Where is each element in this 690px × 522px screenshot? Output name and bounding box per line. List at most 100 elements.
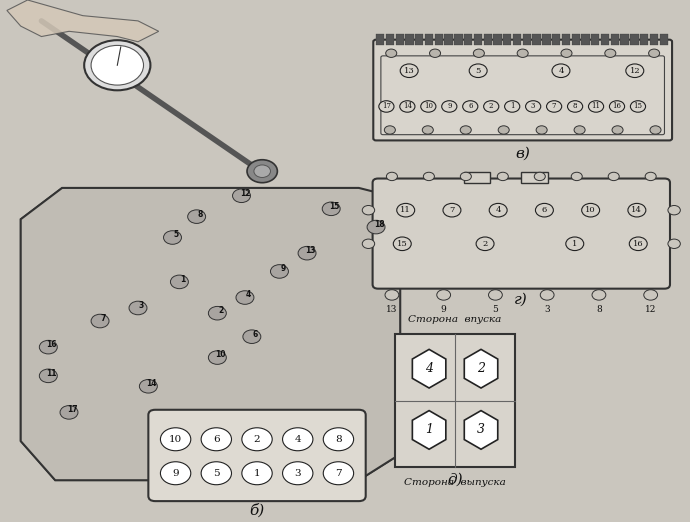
Circle shape xyxy=(91,45,144,85)
Text: 16: 16 xyxy=(613,102,622,111)
Circle shape xyxy=(489,290,502,300)
Text: 6: 6 xyxy=(468,102,473,111)
Bar xyxy=(513,34,521,45)
Circle shape xyxy=(460,126,471,134)
Circle shape xyxy=(650,126,661,134)
Circle shape xyxy=(552,64,570,78)
Circle shape xyxy=(243,330,261,343)
Polygon shape xyxy=(359,198,400,480)
Bar xyxy=(562,34,570,45)
Bar xyxy=(435,34,443,45)
Text: 3: 3 xyxy=(544,305,550,314)
Bar xyxy=(591,34,600,45)
Text: д): д) xyxy=(447,472,462,486)
Circle shape xyxy=(386,172,397,181)
Text: 16: 16 xyxy=(633,240,644,248)
Bar xyxy=(474,34,482,45)
Circle shape xyxy=(385,290,399,300)
Bar xyxy=(464,172,490,183)
Text: 18: 18 xyxy=(374,220,385,229)
Text: 15: 15 xyxy=(633,102,642,111)
Text: 14: 14 xyxy=(403,102,412,111)
Circle shape xyxy=(208,351,226,364)
FancyBboxPatch shape xyxy=(373,40,672,140)
Text: 1: 1 xyxy=(425,423,433,436)
Circle shape xyxy=(498,126,509,134)
Bar xyxy=(620,34,629,45)
FancyBboxPatch shape xyxy=(373,179,670,289)
Bar xyxy=(386,34,394,45)
Text: 3: 3 xyxy=(477,423,485,436)
Circle shape xyxy=(463,101,478,112)
Circle shape xyxy=(628,204,646,217)
Polygon shape xyxy=(464,349,497,388)
Circle shape xyxy=(605,49,616,57)
Bar xyxy=(523,34,531,45)
Circle shape xyxy=(39,340,57,354)
Circle shape xyxy=(397,204,415,217)
Circle shape xyxy=(476,237,494,251)
Circle shape xyxy=(469,64,487,78)
Text: 13: 13 xyxy=(386,305,397,314)
Polygon shape xyxy=(413,349,446,388)
Text: 1: 1 xyxy=(572,240,578,248)
Text: 11: 11 xyxy=(400,206,411,214)
Text: 2: 2 xyxy=(482,240,488,248)
Circle shape xyxy=(629,237,647,251)
Text: 8: 8 xyxy=(573,102,578,111)
Circle shape xyxy=(322,202,340,216)
Text: 9: 9 xyxy=(441,305,446,314)
Bar xyxy=(601,34,609,45)
Bar xyxy=(454,34,462,45)
Circle shape xyxy=(170,275,188,289)
Circle shape xyxy=(518,49,529,57)
Text: 8: 8 xyxy=(197,209,203,219)
Bar xyxy=(611,34,619,45)
Circle shape xyxy=(571,172,582,181)
Text: 4: 4 xyxy=(558,67,564,75)
Text: 7: 7 xyxy=(335,469,342,478)
Text: 4: 4 xyxy=(495,206,501,214)
Circle shape xyxy=(241,428,272,451)
Circle shape xyxy=(247,160,277,183)
Circle shape xyxy=(649,49,660,57)
Bar xyxy=(533,34,541,45)
Circle shape xyxy=(504,101,520,112)
Text: 13: 13 xyxy=(404,67,415,75)
Bar xyxy=(395,34,404,45)
Circle shape xyxy=(645,172,656,181)
Circle shape xyxy=(84,40,150,90)
Text: 10: 10 xyxy=(169,435,182,444)
Circle shape xyxy=(526,101,541,112)
Text: 1: 1 xyxy=(510,102,515,111)
Circle shape xyxy=(241,462,272,485)
Bar xyxy=(581,34,590,45)
Bar xyxy=(493,34,502,45)
Text: 12: 12 xyxy=(645,305,656,314)
Circle shape xyxy=(160,428,190,451)
Text: 4: 4 xyxy=(425,362,433,375)
Circle shape xyxy=(589,101,604,112)
Text: 11: 11 xyxy=(46,369,57,378)
Circle shape xyxy=(283,462,313,485)
Text: 6: 6 xyxy=(253,329,258,339)
Circle shape xyxy=(164,231,181,244)
Circle shape xyxy=(323,462,353,485)
Circle shape xyxy=(39,369,57,383)
Circle shape xyxy=(362,206,375,215)
Circle shape xyxy=(362,239,375,248)
Text: 10: 10 xyxy=(424,102,433,111)
Circle shape xyxy=(567,101,582,112)
Circle shape xyxy=(534,172,545,181)
Text: 2: 2 xyxy=(489,102,493,111)
Circle shape xyxy=(367,220,385,234)
Circle shape xyxy=(609,101,624,112)
Circle shape xyxy=(323,428,353,451)
Bar xyxy=(415,34,424,45)
Text: 6: 6 xyxy=(542,206,547,214)
Circle shape xyxy=(644,290,658,300)
Circle shape xyxy=(536,126,547,134)
Circle shape xyxy=(484,101,499,112)
Text: 7: 7 xyxy=(449,206,455,214)
Bar xyxy=(542,34,551,45)
